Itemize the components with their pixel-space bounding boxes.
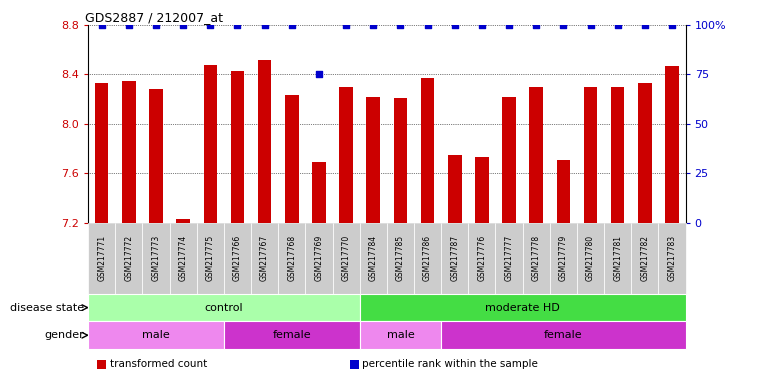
Text: GDS2887 / 212007_at: GDS2887 / 212007_at bbox=[85, 11, 223, 24]
Text: GSM217781: GSM217781 bbox=[613, 235, 622, 281]
Text: GSM217775: GSM217775 bbox=[206, 235, 214, 281]
Point bbox=[367, 22, 379, 28]
Bar bbox=[557, 160, 570, 223]
Bar bbox=[665, 66, 679, 223]
Text: GSM217773: GSM217773 bbox=[152, 235, 161, 281]
Point bbox=[476, 22, 488, 28]
Text: GSM217771: GSM217771 bbox=[97, 235, 106, 281]
Point bbox=[394, 22, 407, 28]
Text: control: control bbox=[205, 303, 243, 313]
Bar bbox=[204, 65, 217, 223]
Point bbox=[313, 71, 325, 78]
Bar bbox=[95, 83, 109, 223]
Bar bbox=[176, 219, 190, 223]
Bar bbox=[611, 87, 624, 223]
Text: male: male bbox=[142, 330, 170, 340]
Text: GSM217772: GSM217772 bbox=[124, 235, 133, 281]
Text: moderate HD: moderate HD bbox=[485, 303, 560, 313]
Point bbox=[666, 22, 678, 28]
Text: GSM217769: GSM217769 bbox=[314, 235, 323, 281]
Point bbox=[449, 22, 461, 28]
Text: GSM217778: GSM217778 bbox=[532, 235, 541, 281]
Bar bbox=[448, 155, 461, 223]
Bar bbox=[529, 87, 543, 223]
Text: GSM217768: GSM217768 bbox=[287, 235, 296, 281]
Text: GSM217774: GSM217774 bbox=[178, 235, 188, 281]
Point bbox=[421, 22, 434, 28]
Text: GSM217770: GSM217770 bbox=[342, 235, 351, 281]
Text: GSM217786: GSM217786 bbox=[423, 235, 432, 281]
Text: GSM217776: GSM217776 bbox=[477, 235, 486, 281]
Point bbox=[611, 22, 624, 28]
Bar bbox=[502, 97, 516, 223]
Point bbox=[258, 22, 270, 28]
Point bbox=[340, 22, 352, 28]
Text: GSM217785: GSM217785 bbox=[396, 235, 405, 281]
Bar bbox=[122, 81, 136, 223]
Text: GSM217783: GSM217783 bbox=[667, 235, 676, 281]
Text: GSM217780: GSM217780 bbox=[586, 235, 595, 281]
Point bbox=[639, 22, 651, 28]
Text: female: female bbox=[273, 330, 311, 340]
Text: percentile rank within the sample: percentile rank within the sample bbox=[362, 359, 538, 369]
Bar bbox=[475, 157, 489, 223]
Bar bbox=[339, 87, 353, 223]
Point bbox=[123, 22, 135, 28]
Point bbox=[584, 22, 597, 28]
Bar bbox=[313, 162, 326, 223]
Bar bbox=[421, 78, 434, 223]
Point bbox=[286, 22, 298, 28]
Bar bbox=[638, 83, 652, 223]
Text: GSM217779: GSM217779 bbox=[559, 235, 568, 281]
Text: GSM217777: GSM217777 bbox=[505, 235, 513, 281]
Bar bbox=[394, 98, 408, 223]
Text: GSM217767: GSM217767 bbox=[260, 235, 269, 281]
Point bbox=[150, 22, 162, 28]
Point bbox=[503, 22, 516, 28]
Point bbox=[177, 22, 189, 28]
Text: disease state: disease state bbox=[10, 303, 84, 313]
Bar bbox=[285, 95, 299, 223]
Bar bbox=[231, 71, 244, 223]
Point bbox=[557, 22, 569, 28]
Bar bbox=[366, 97, 380, 223]
Point bbox=[530, 22, 542, 28]
Text: GSM217782: GSM217782 bbox=[640, 235, 650, 281]
Text: gender: gender bbox=[44, 330, 84, 340]
Bar bbox=[584, 87, 597, 223]
Point bbox=[231, 22, 244, 28]
Bar bbox=[258, 60, 271, 223]
Point bbox=[96, 22, 108, 28]
Text: male: male bbox=[387, 330, 414, 340]
Text: female: female bbox=[544, 330, 583, 340]
Bar bbox=[149, 89, 163, 223]
Text: GSM217784: GSM217784 bbox=[368, 235, 378, 281]
Point bbox=[205, 22, 217, 28]
Text: GSM217766: GSM217766 bbox=[233, 235, 242, 281]
Text: transformed count: transformed count bbox=[110, 359, 207, 369]
Text: GSM217787: GSM217787 bbox=[450, 235, 460, 281]
